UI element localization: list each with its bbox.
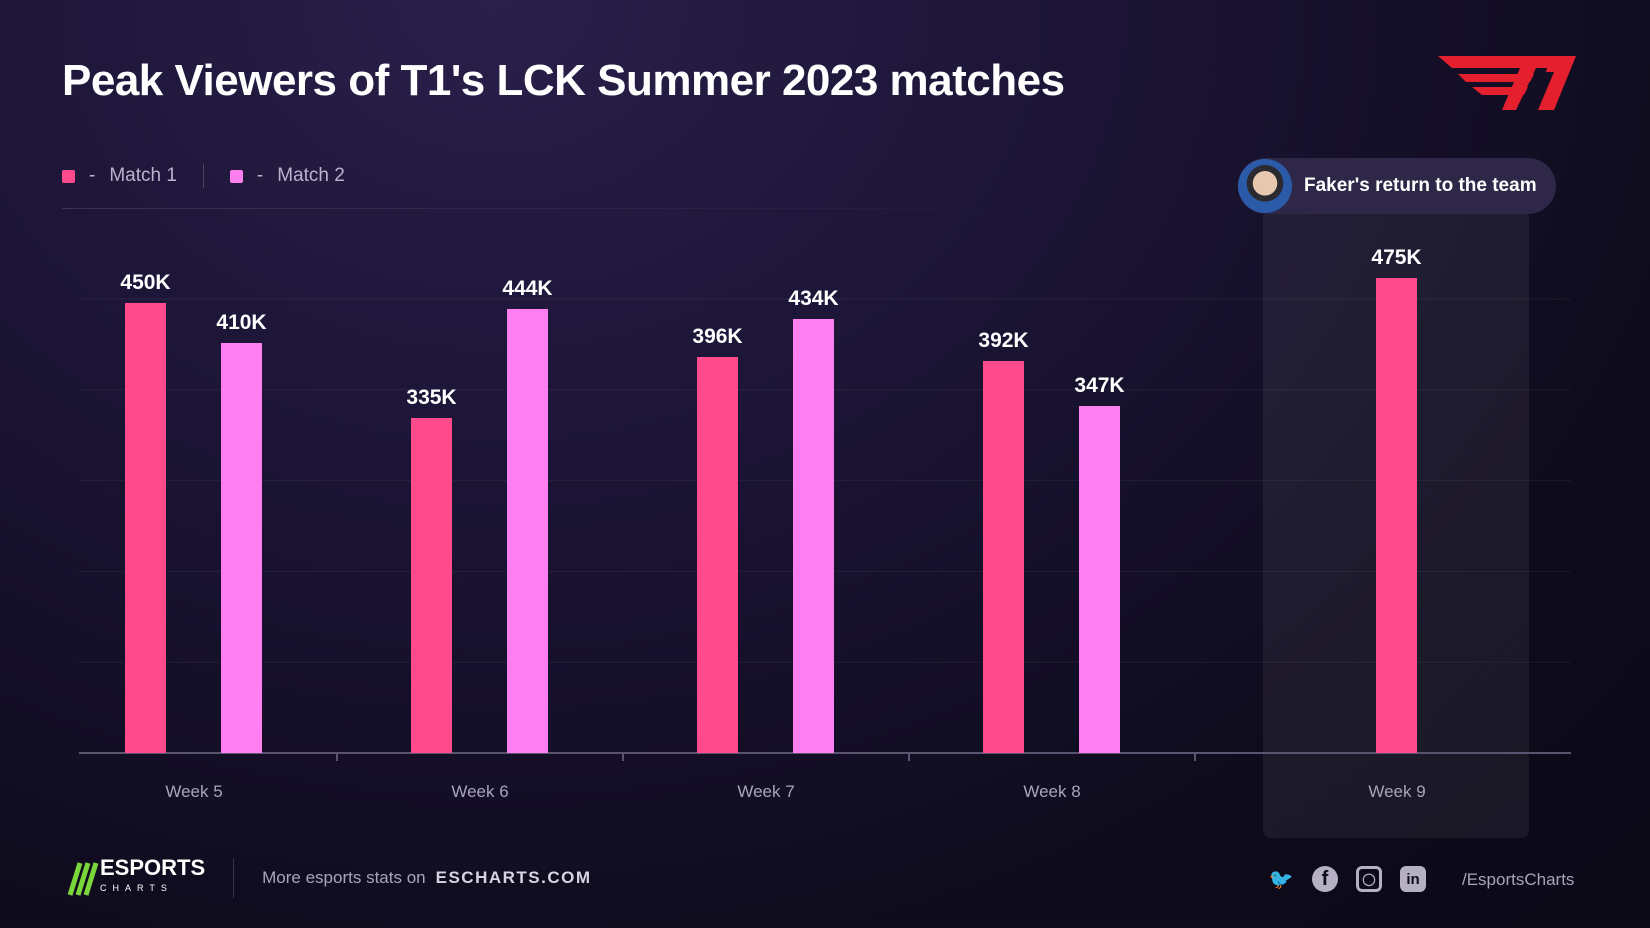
x-tick-label: Week 8 [1023, 782, 1080, 801]
data-label: 475K [1371, 246, 1421, 269]
t1-logo [1438, 56, 1576, 110]
legend-dash: - [89, 165, 96, 186]
bar-match2-week8 [1079, 406, 1120, 753]
legend-dash: - [256, 165, 264, 186]
data-label: 335K [406, 386, 456, 409]
brand-name: ESPORTS CHARTS [100, 855, 206, 898]
data-label: 392K [978, 329, 1028, 352]
bar-match2-week7 [793, 319, 834, 753]
bar-match2-week6 [507, 309, 548, 753]
social-icons: 🐦 f ◯ in [1268, 866, 1426, 892]
brand-text: ESPORTS [100, 855, 206, 880]
social-handle[interactable]: /EsportsCharts [1462, 870, 1575, 889]
x-tick-label: Week 7 [737, 782, 794, 801]
data-label: 410K [216, 311, 266, 334]
bar-match1-week9 [1376, 278, 1417, 753]
instagram-icon[interactable]: ◯ [1356, 866, 1382, 892]
esports-charts-logo-icon [67, 862, 99, 896]
data-label: 450K [120, 271, 170, 294]
x-tick-label: Week 6 [451, 782, 508, 801]
data-label: 396K [692, 325, 742, 348]
legend-label-match1: Match 1 [109, 165, 177, 186]
footer-more-text: More esports stats on [262, 868, 426, 887]
footer-site-link[interactable]: ESCHARTS.COM [435, 868, 592, 887]
bar-match1-week7 [697, 357, 738, 753]
brand-sub: CHARTS [100, 883, 173, 893]
data-label: 434K [788, 287, 838, 310]
footer-divider [233, 858, 235, 898]
annotation-text: Faker's return to the team [1304, 175, 1537, 196]
footer-brand: ESPORTS CHARTS More esports stats on ESCH… [66, 855, 592, 898]
data-label: 444K [502, 277, 552, 300]
bar-match1-week5 [125, 303, 166, 753]
legend-label-match2: Match 2 [277, 165, 345, 186]
facebook-icon[interactable]: f [1312, 866, 1338, 892]
faker-avatar [1238, 159, 1292, 213]
bar-match2-week5 [221, 343, 262, 753]
legend-swatch-match2 [229, 169, 243, 183]
legend: - Match 1 - Match 2 [62, 164, 345, 188]
bar-match1-week8 [983, 361, 1024, 753]
bar-match1-week6 [411, 418, 452, 753]
legend-swatch-match1 [62, 169, 75, 183]
legend-divider-line [62, 208, 1062, 209]
x-tick-label: Week 5 [165, 782, 222, 801]
legend-divider [202, 164, 204, 188]
chart-title: Peak Viewers of T1's LCK Summer 2023 mat… [62, 56, 1065, 105]
linkedin-icon[interactable]: in [1400, 866, 1426, 892]
twitter-icon[interactable]: 🐦 [1268, 868, 1294, 891]
x-tick-label: Week 9 [1368, 782, 1425, 801]
data-label: 347K [1074, 374, 1124, 397]
